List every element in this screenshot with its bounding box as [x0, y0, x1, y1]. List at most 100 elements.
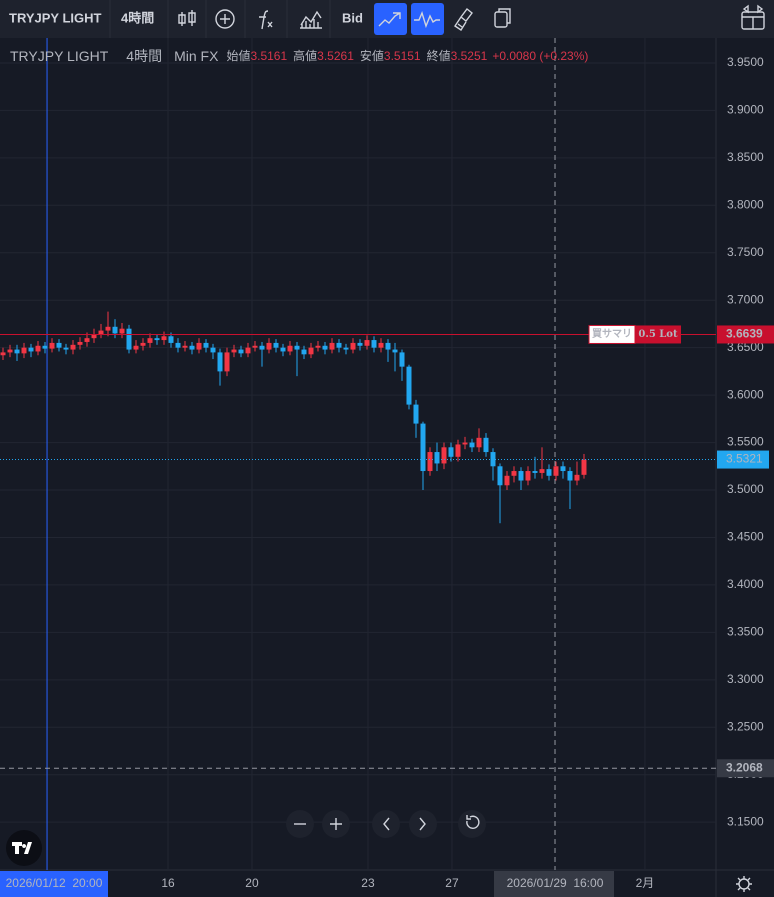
zoom-in-button[interactable]: [322, 810, 350, 838]
candle-body: [532, 471, 538, 473]
position-price: 3.6639: [726, 327, 763, 341]
candle-body: [518, 471, 524, 481]
y-tick-label: 3.4500: [727, 530, 764, 544]
y-tick-label: 3.5500: [727, 435, 764, 449]
candle-body: [126, 328, 132, 350]
legend-open: 3.5161: [250, 49, 287, 63]
position-lot: 0.5 Lot: [638, 329, 678, 340]
candle-body: [364, 340, 370, 346]
marker-time-bg: [0, 871, 108, 897]
candle-body: [231, 349, 237, 353]
candle-body: [175, 342, 181, 348]
pulse-button[interactable]: [411, 3, 444, 35]
legend-change: +0.0080 (+0.23%): [492, 49, 588, 63]
candle-body: [469, 442, 475, 448]
y-tick-label: 3.8500: [727, 150, 764, 164]
symbol: TRYJPY LIGHT: [9, 10, 102, 25]
candle-body: [182, 345, 188, 348]
crosshair-time-bg: [494, 871, 615, 897]
candle-body: [168, 336, 174, 343]
y-tick-label: 3.9000: [727, 103, 764, 117]
candle-body: [441, 447, 447, 464]
cleanup-button[interactable]: [454, 8, 473, 31]
layout-button[interactable]: [741, 4, 765, 30]
y-tick-label: 3.7000: [727, 292, 764, 306]
candle-body: [455, 444, 461, 457]
windows-button[interactable]: [494, 8, 511, 28]
compare-button[interactable]: [215, 9, 235, 29]
candle-body: [448, 447, 454, 457]
candle-body: [140, 342, 146, 346]
candle-body: [224, 352, 230, 372]
legend-low: 3.5151: [384, 49, 421, 63]
candle-body: [350, 342, 356, 350]
candle-body: [119, 328, 125, 334]
legend-high-label: 高値: [293, 48, 317, 63]
settings-button[interactable]: [736, 876, 752, 892]
candle-body: [161, 336, 167, 341]
candle-body: [329, 342, 335, 350]
legend-open-label: 始値: [226, 48, 250, 63]
chart-type-button[interactable]: [178, 10, 196, 26]
candle-body: [70, 344, 76, 350]
candle-body: [196, 342, 202, 350]
x-tick-label: 16: [161, 876, 175, 890]
scroll-right-button[interactable]: [409, 810, 437, 838]
interval: 4時間: [121, 10, 154, 25]
candle-body: [56, 342, 62, 348]
y-tick-label: 3.3000: [727, 672, 764, 686]
y-tick-label: 3.4000: [727, 577, 764, 591]
candle-body: [105, 326, 111, 331]
tv-logo[interactable]: [6, 830, 42, 866]
symbol-button[interactable]: TRYJPY LIGHT: [9, 10, 102, 25]
candle-body: [546, 469, 552, 476]
candle-body: [49, 342, 55, 349]
candle-body: [462, 442, 468, 445]
candle-body: [336, 342, 342, 348]
candle-body: [63, 347, 69, 350]
y-tick-label: 3.9500: [727, 55, 764, 69]
candle-body: [483, 437, 489, 453]
candle-body: [266, 342, 272, 350]
chart-style-button[interactable]: [300, 10, 322, 29]
reset-button[interactable]: [458, 810, 486, 838]
x-tick-label: 2月: [636, 876, 655, 890]
crosshair-price: 3.2068: [726, 760, 763, 774]
position-price-bg: [717, 325, 774, 344]
trend-button[interactable]: [374, 3, 407, 35]
legend-source: Min FX: [174, 48, 219, 64]
candle-body: [371, 340, 377, 348]
candle-body: [273, 342, 279, 348]
candle-body: [560, 466, 566, 472]
candle-body: [504, 475, 510, 486]
y-tick-label: 3.3500: [727, 625, 764, 639]
x-tick-label: 20: [245, 876, 259, 890]
candle-body: [35, 345, 41, 352]
candle-body: [301, 349, 307, 355]
candle-body: [294, 345, 300, 350]
candle-body: [385, 342, 391, 350]
interval-button[interactable]: 4時間: [121, 10, 154, 25]
candle-body: [413, 404, 419, 424]
scroll-left-button[interactable]: [372, 810, 400, 838]
candle-body: [392, 349, 398, 353]
candle-body: [84, 338, 90, 342]
y-tick-label: 3.1500: [727, 814, 764, 828]
x-tick-label: 27: [445, 876, 459, 890]
candle-body: [147, 338, 153, 343]
candle-body: [189, 345, 195, 350]
indicators-button[interactable]: [259, 10, 273, 30]
candle-body: [252, 345, 258, 348]
candle-body: [203, 342, 209, 348]
candle-body: [420, 423, 426, 472]
candle-body: [476, 437, 482, 448]
price-type-button[interactable]: Bid: [342, 10, 363, 25]
candle-body: [21, 347, 27, 354]
zoom-out-button[interactable]: [286, 810, 314, 838]
y-tick-label: 3.8000: [727, 197, 764, 211]
candle-body: [77, 341, 83, 345]
candle-body: [343, 347, 349, 350]
price-type: Bid: [342, 10, 363, 25]
